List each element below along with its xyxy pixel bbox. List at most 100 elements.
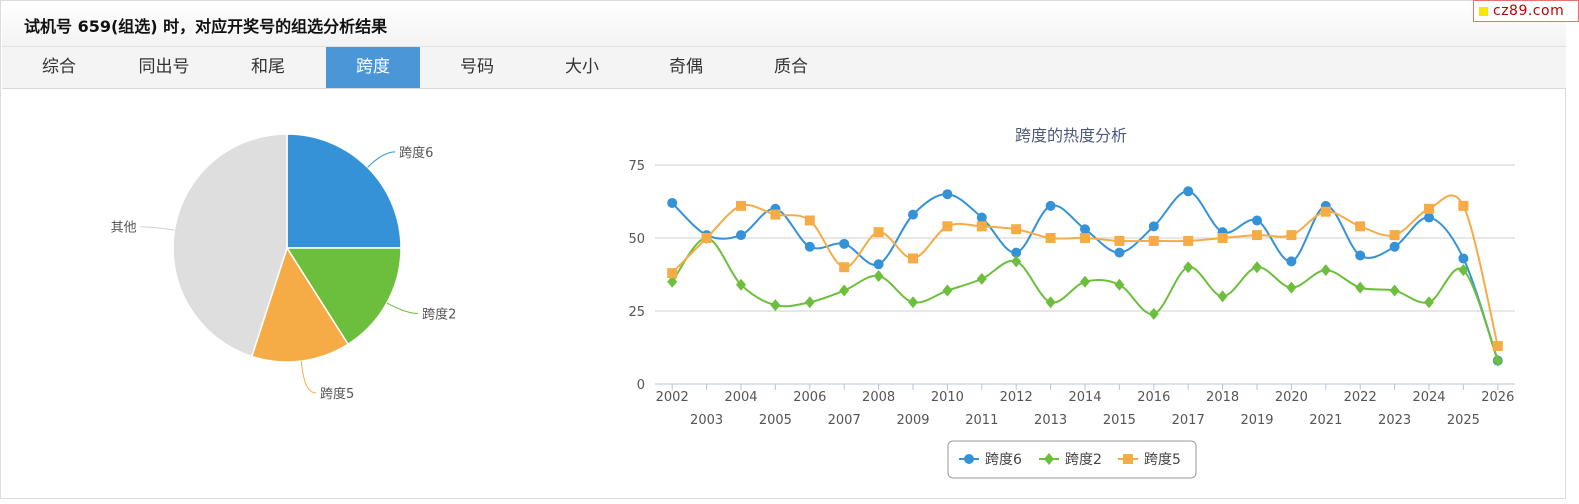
data-point-series-3 bbox=[1080, 233, 1090, 243]
x-tick-label: 2018 bbox=[1206, 390, 1239, 405]
pie-slice bbox=[286, 133, 402, 249]
x-tick-label: 2008 bbox=[862, 390, 895, 405]
data-point-series-2 bbox=[1114, 278, 1125, 291]
data-point-series-2 bbox=[1458, 264, 1469, 277]
pie-connector bbox=[300, 361, 317, 394]
data-point-series-2 bbox=[873, 269, 884, 282]
data-point-series-1 bbox=[736, 230, 746, 241]
data-point-series-2 bbox=[976, 272, 987, 285]
x-tick-label: 2020 bbox=[1275, 390, 1308, 405]
pie-slice bbox=[172, 133, 288, 358]
tab-size[interactable]: 大小 bbox=[565, 57, 599, 77]
x-tick-label: 2009 bbox=[896, 413, 929, 428]
data-point-series-3 bbox=[1148, 235, 1159, 246]
data-point-series-3 bbox=[1389, 230, 1400, 241]
data-point-series-3 bbox=[1355, 221, 1366, 232]
data-point-series-3 bbox=[839, 262, 850, 273]
pie-label: 跨度6 bbox=[399, 145, 433, 161]
data-point-series-2 bbox=[1183, 261, 1194, 274]
pie-slice bbox=[250, 246, 350, 363]
data-point-series-2 bbox=[736, 278, 746, 291]
data-point-series-2 bbox=[1424, 296, 1434, 309]
x-tick-label: 2007 bbox=[828, 413, 861, 428]
data-point-series-1 bbox=[1183, 186, 1194, 197]
legend-box bbox=[947, 440, 1197, 479]
pie-slice bbox=[285, 247, 402, 346]
data-point-series-2 bbox=[667, 275, 678, 288]
x-tick-label: 2011 bbox=[965, 413, 998, 428]
data-point-series-2 bbox=[908, 296, 918, 309]
data-point-series-3 bbox=[908, 253, 918, 264]
data-point-series-2 bbox=[1080, 275, 1090, 288]
x-tick-label: 2026 bbox=[1481, 390, 1514, 405]
brand-badge[interactable]: cz89.com bbox=[1473, 0, 1579, 22]
data-point-series-1 bbox=[1011, 247, 1022, 258]
pie-label: 跨度2 bbox=[422, 307, 456, 323]
data-point-series-3 bbox=[770, 209, 781, 220]
data-point-series-1 bbox=[804, 241, 815, 252]
legend-label: 跨度2 bbox=[1065, 452, 1102, 468]
pie-connector bbox=[367, 151, 396, 168]
pie-label: 跨度5 bbox=[320, 386, 354, 402]
data-point-series-3 bbox=[667, 268, 678, 279]
data-point-series-3 bbox=[1320, 206, 1331, 217]
data-point-series-3 bbox=[1183, 235, 1194, 246]
series-line-3 bbox=[671, 194, 1499, 347]
data-point-series-2 bbox=[1148, 307, 1159, 320]
x-tick-label: 2021 bbox=[1309, 413, 1342, 428]
data-point-series-3 bbox=[1114, 235, 1125, 246]
chart-legend: 跨度6 跨度2 跨度5 bbox=[947, 440, 1197, 479]
data-point-series-2 bbox=[839, 284, 850, 297]
tab-number[interactable]: 号码 bbox=[460, 57, 494, 77]
data-point-series-3 bbox=[701, 233, 712, 243]
data-point-series-1 bbox=[1286, 256, 1297, 267]
data-point-series-3 bbox=[1252, 230, 1262, 241]
tab-overview[interactable]: 综合 bbox=[42, 57, 76, 77]
tab-sum-tail[interactable]: 和尾 bbox=[251, 57, 285, 77]
tab-span[interactable]: 跨度 bbox=[326, 47, 420, 88]
data-point-series-1 bbox=[1252, 215, 1262, 226]
data-point-series-1 bbox=[1045, 200, 1056, 211]
data-point-series-2 bbox=[1389, 284, 1400, 297]
data-point-series-3 bbox=[1286, 230, 1297, 241]
legend-marker bbox=[964, 454, 974, 464]
data-point-series-2 bbox=[1252, 261, 1262, 274]
data-point-series-1 bbox=[1458, 253, 1469, 264]
x-tick-label: 2003 bbox=[690, 413, 723, 428]
data-point-series-2 bbox=[1045, 296, 1056, 309]
brand-text: cz89.com bbox=[1493, 3, 1565, 19]
y-tick-label: 75 bbox=[628, 159, 645, 174]
page-title: 试机号 659(组选) 时，对应开奖号的组选分析结果 bbox=[24, 17, 388, 36]
data-point-series-1 bbox=[1389, 241, 1400, 252]
data-point-series-1 bbox=[1114, 247, 1125, 258]
x-tick-label: 2002 bbox=[656, 390, 689, 405]
x-tick-label: 2016 bbox=[1137, 390, 1170, 405]
data-point-series-3 bbox=[1492, 341, 1503, 352]
data-point-series-3 bbox=[976, 221, 987, 232]
legend-marker bbox=[1044, 453, 1054, 465]
data-point-series-2 bbox=[804, 296, 815, 309]
data-point-series-2 bbox=[1011, 255, 1022, 268]
data-point-series-3 bbox=[804, 215, 815, 226]
line-chart: 跨度的热度分析 02550752002200320042005200620072… bbox=[628, 126, 1515, 479]
y-tick-label: 0 bbox=[637, 378, 645, 393]
data-point-series-2 bbox=[1492, 354, 1503, 367]
tab-odd-even[interactable]: 奇偶 bbox=[669, 57, 703, 77]
data-point-series-1 bbox=[942, 189, 953, 200]
data-point-series-1 bbox=[908, 209, 918, 220]
x-tick-label: 2006 bbox=[793, 390, 826, 405]
legend-label: 跨度5 bbox=[1144, 452, 1181, 468]
chart-title: 跨度的热度分析 bbox=[1015, 126, 1127, 145]
data-point-series-3 bbox=[1217, 233, 1228, 243]
data-point-series-2 bbox=[1320, 264, 1331, 277]
tab-bar: 综合 同出号 和尾 跨度 号码 大小 奇偶 质合 bbox=[2, 47, 1566, 89]
data-point-series-1 bbox=[667, 197, 678, 208]
tab-prime-composite[interactable]: 质合 bbox=[774, 57, 808, 77]
tab-co-occurrence[interactable]: 同出号 bbox=[138, 57, 190, 77]
data-point-series-3 bbox=[873, 227, 884, 238]
data-point-series-1 bbox=[1080, 224, 1090, 235]
data-point-series-2 bbox=[1286, 281, 1297, 294]
data-point-series-2 bbox=[1355, 281, 1366, 294]
data-point-series-1 bbox=[1424, 212, 1434, 223]
